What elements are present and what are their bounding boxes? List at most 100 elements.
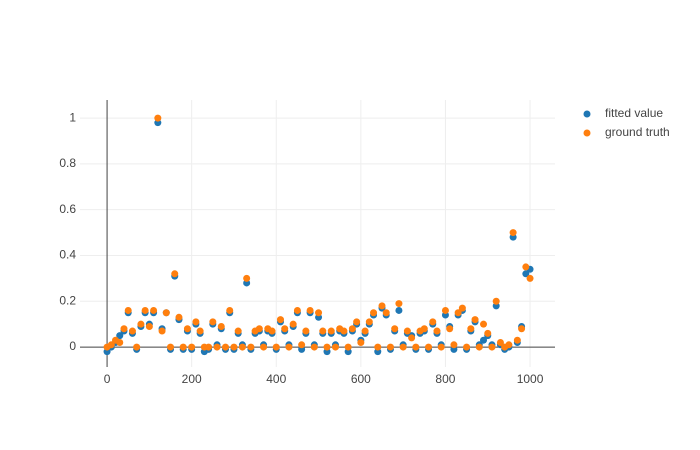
- y-tick-label: 0.8: [59, 156, 76, 170]
- point: [327, 327, 335, 335]
- point: [378, 302, 386, 310]
- point: [441, 306, 449, 314]
- point: [463, 343, 471, 351]
- point: [492, 297, 500, 305]
- x-tick-label: 200: [182, 372, 202, 386]
- point: [522, 270, 530, 278]
- point: [408, 334, 416, 342]
- point: [391, 325, 399, 333]
- point: [171, 270, 179, 278]
- point: [496, 338, 504, 346]
- point: [323, 343, 331, 351]
- point: [243, 274, 251, 282]
- legend: fitted value ground truth: [583, 106, 670, 139]
- y-tick-label: 0.4: [59, 248, 76, 262]
- point: [209, 318, 217, 326]
- point: [348, 325, 356, 333]
- point: [370, 309, 378, 317]
- x-tick-label: 0: [104, 372, 111, 386]
- point: [272, 343, 280, 351]
- point: [116, 332, 124, 340]
- y-tick-label: 0.6: [59, 202, 76, 216]
- x-tick-label: 400: [266, 372, 286, 386]
- point: [475, 343, 483, 351]
- point: [361, 327, 369, 335]
- point: [141, 306, 149, 314]
- point: [276, 316, 284, 324]
- point: [196, 327, 204, 335]
- point: [399, 343, 407, 351]
- point: [133, 343, 141, 351]
- point: [158, 327, 166, 335]
- point: [522, 263, 530, 271]
- point: [128, 327, 136, 335]
- point: [467, 325, 475, 333]
- point: [420, 325, 428, 333]
- y-tick-label: 0: [69, 339, 76, 353]
- point: [188, 343, 196, 351]
- point: [154, 114, 162, 122]
- point: [450, 341, 458, 349]
- point: [137, 320, 145, 328]
- point: [310, 343, 318, 351]
- point: [247, 343, 255, 351]
- point: [454, 309, 462, 317]
- point: [480, 320, 488, 328]
- point: [260, 343, 268, 351]
- y-tick-label: 0.2: [59, 293, 76, 307]
- point: [205, 343, 213, 351]
- point: [484, 329, 492, 337]
- point: [480, 336, 488, 344]
- point: [446, 325, 454, 333]
- point: [518, 325, 526, 333]
- point: [302, 327, 310, 335]
- point: [145, 322, 153, 330]
- point: [315, 309, 323, 317]
- point: [412, 343, 420, 351]
- point: [526, 274, 534, 282]
- legend-marker: [583, 110, 591, 118]
- legend-label: fitted value: [605, 106, 663, 120]
- point: [429, 318, 437, 326]
- point: [331, 343, 339, 351]
- point: [226, 306, 234, 314]
- point: [116, 338, 124, 346]
- point: [162, 309, 170, 317]
- point: [175, 313, 183, 321]
- point: [281, 325, 289, 333]
- point: [120, 325, 128, 333]
- point: [319, 327, 327, 335]
- point: [403, 327, 411, 335]
- x-tick-label: 600: [351, 372, 371, 386]
- point: [124, 306, 132, 314]
- point: [505, 341, 513, 349]
- point: [509, 229, 517, 237]
- point: [213, 343, 221, 351]
- point: [513, 336, 521, 344]
- point: [150, 306, 158, 314]
- point: [458, 304, 466, 312]
- point: [192, 318, 200, 326]
- point: [365, 318, 373, 326]
- point: [289, 320, 297, 328]
- point: [179, 343, 187, 351]
- point: [234, 327, 242, 335]
- point: [382, 309, 390, 317]
- x-tick-label: 1000: [517, 372, 544, 386]
- point: [230, 343, 238, 351]
- point: [238, 343, 246, 351]
- legend-label: ground truth: [605, 125, 670, 139]
- point: [306, 306, 314, 314]
- x-tick-label: 800: [435, 372, 455, 386]
- point: [340, 327, 348, 335]
- point: [268, 327, 276, 335]
- point: [217, 322, 225, 330]
- plot-area: [103, 114, 534, 356]
- y-tick-label: 1: [69, 110, 76, 124]
- point: [107, 341, 115, 349]
- point: [395, 306, 403, 314]
- point: [386, 343, 394, 351]
- point: [425, 343, 433, 351]
- point: [471, 316, 479, 324]
